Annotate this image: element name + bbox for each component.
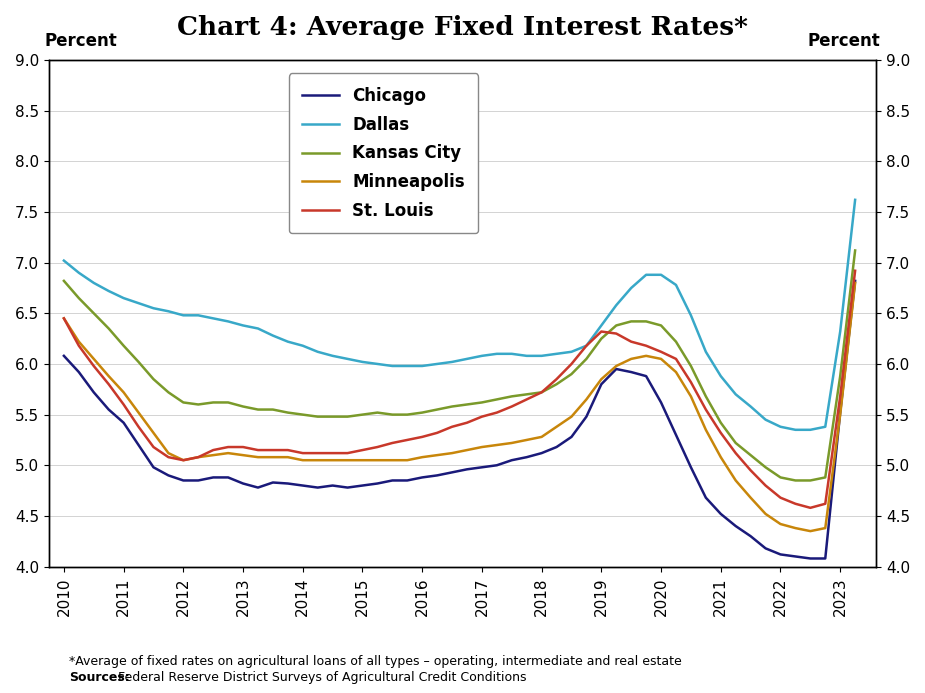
Dallas	[192, 311, 204, 319]
Title: Chart 4: Average Fixed Interest Rates*: Chart 4: Average Fixed Interest Rates*	[177, 15, 748, 40]
Text: Percent: Percent	[808, 32, 881, 50]
Chicago	[596, 380, 607, 388]
Chicago	[357, 482, 368, 490]
Chicago	[536, 449, 548, 457]
Line: Chicago: Chicago	[64, 281, 855, 559]
Kansas City	[357, 410, 368, 419]
Text: Federal Reserve District Surveys of Agricultural Credit Conditions: Federal Reserve District Surveys of Agri…	[114, 671, 526, 684]
Kansas City	[849, 246, 860, 254]
St. Louis	[491, 408, 502, 416]
Kansas City	[790, 476, 801, 484]
Minneapolis	[536, 432, 548, 441]
Dallas	[596, 322, 607, 330]
St. Louis	[521, 395, 532, 403]
Minneapolis	[491, 441, 502, 449]
Kansas City	[192, 401, 204, 409]
Line: Dallas: Dallas	[64, 200, 855, 430]
Chicago	[521, 453, 532, 462]
Dallas	[790, 426, 801, 434]
Minneapolis	[58, 314, 69, 322]
Dallas	[491, 350, 502, 358]
Chicago	[849, 277, 860, 285]
Dallas	[58, 256, 69, 265]
Text: Sources:: Sources:	[69, 671, 130, 684]
Kansas City	[491, 395, 502, 403]
Minneapolis	[521, 436, 532, 444]
Dallas	[521, 351, 532, 360]
St. Louis	[849, 267, 860, 275]
Line: Kansas City: Kansas City	[64, 250, 855, 480]
St. Louis	[536, 388, 548, 396]
Chicago	[58, 351, 69, 360]
Chicago	[192, 476, 204, 484]
Line: St. Louis: St. Louis	[64, 271, 855, 508]
Dallas	[357, 358, 368, 366]
Chicago	[805, 554, 816, 563]
Dallas	[849, 195, 860, 204]
St. Louis	[58, 314, 69, 322]
Line: Minneapolis: Minneapolis	[64, 283, 855, 531]
Minneapolis	[357, 456, 368, 464]
Kansas City	[521, 390, 532, 398]
Kansas City	[596, 335, 607, 343]
Legend: Chicago, Dallas, Kansas City, Minneapolis, St. Louis: Chicago, Dallas, Kansas City, Minneapoli…	[289, 73, 478, 234]
St. Louis	[357, 446, 368, 454]
Kansas City	[58, 277, 69, 285]
Minneapolis	[596, 375, 607, 383]
Kansas City	[536, 388, 548, 396]
Dallas	[536, 351, 548, 360]
St. Louis	[596, 327, 607, 335]
Text: *Average of fixed rates on agricultural loans of all types – operating, intermed: *Average of fixed rates on agricultural …	[69, 655, 682, 668]
St. Louis	[192, 453, 204, 462]
St. Louis	[805, 504, 816, 512]
Chicago	[491, 461, 502, 469]
Text: Percent: Percent	[44, 32, 117, 50]
Minneapolis	[805, 527, 816, 535]
Minneapolis	[849, 279, 860, 287]
Minneapolis	[192, 453, 204, 462]
